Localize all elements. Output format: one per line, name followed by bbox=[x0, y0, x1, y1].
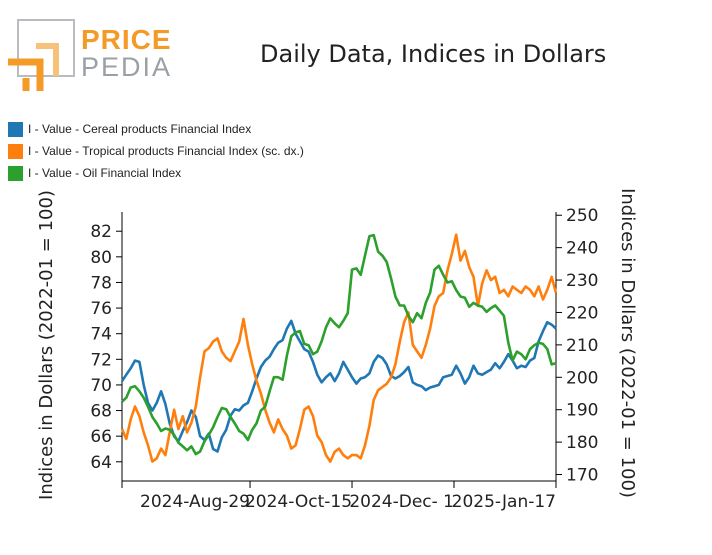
chart-title: Daily Data, Indices in Dollars bbox=[260, 40, 607, 68]
legend: I - Value - Cereal products Financial In… bbox=[8, 118, 304, 184]
y-right-tick-label: 220 bbox=[566, 303, 598, 323]
y-right-tick-label: 190 bbox=[566, 401, 598, 421]
y-right-tick-label: 230 bbox=[566, 271, 598, 291]
y-left-tick-label: 72 bbox=[90, 350, 112, 370]
y-right-tick-label: 210 bbox=[566, 336, 598, 356]
legend-label-oil: I - Value - Oil Financial Index bbox=[28, 166, 182, 180]
series-line-oil bbox=[121, 233, 557, 456]
legend-label-cereal: I - Value - Cereal products Financial In… bbox=[28, 122, 252, 136]
y-right-tick-label: 170 bbox=[566, 466, 598, 486]
y-left-tick-label: 76 bbox=[90, 299, 112, 319]
axes: 64 66 68 70 72 74 76 78 80 82 170 180 190 200 210 220 23… bbox=[90, 206, 598, 512]
y-axis-left-title: Indices in Dollars (2022-01 = 100) bbox=[36, 190, 57, 500]
x-tick-label: 2025-Jan-17 bbox=[452, 492, 556, 512]
y-left-tick-label: 68 bbox=[90, 402, 112, 422]
x-tick-label: 2024-Dec- 1 bbox=[349, 492, 454, 512]
logo-mark-icon bbox=[8, 19, 75, 91]
y-left-tick-label: 80 bbox=[90, 248, 112, 268]
legend-item-tropical[interactable]: I - Value - Tropical products Financial … bbox=[8, 140, 304, 162]
legend-item-cereal[interactable]: I - Value - Cereal products Financial In… bbox=[8, 118, 304, 140]
y-left-tick-label: 82 bbox=[90, 222, 112, 242]
legend-swatch-tropical bbox=[8, 143, 23, 159]
legend-item-oil[interactable]: I - Value - Oil Financial Index bbox=[8, 162, 304, 184]
logo-text-pedia: PEDIA bbox=[81, 52, 173, 82]
y-left-tick-label: 70 bbox=[90, 376, 112, 396]
series-line-tropical bbox=[120, 233, 558, 463]
y-right-tick-label: 200 bbox=[566, 368, 598, 388]
y-right-tick-label: 180 bbox=[566, 433, 598, 453]
y-right-tick-label: 240 bbox=[566, 239, 598, 259]
pricepedia-logo: PRICE PEDIA bbox=[6, 18, 171, 93]
legend-label-tropical: I - Value - Tropical products Financial … bbox=[28, 144, 304, 158]
x-tick-label: 2024-Oct-15 bbox=[245, 492, 352, 512]
y-right-tick-label: 250 bbox=[566, 206, 598, 226]
y-axis-right-title: Indices in Dollars (2022-01 = 100) bbox=[617, 188, 638, 498]
x-tick-label: 2024-Aug-29 bbox=[140, 492, 250, 512]
legend-swatch-cereal bbox=[8, 121, 23, 137]
y-left-tick-label: 64 bbox=[90, 453, 112, 473]
y-left-tick-label: 74 bbox=[90, 325, 112, 345]
y-left-tick-label: 66 bbox=[90, 427, 112, 447]
logo-text-price: PRICE bbox=[81, 24, 172, 55]
y-left-tick-label: 78 bbox=[90, 273, 112, 293]
legend-swatch-oil bbox=[8, 165, 23, 181]
series-lines bbox=[120, 233, 558, 463]
